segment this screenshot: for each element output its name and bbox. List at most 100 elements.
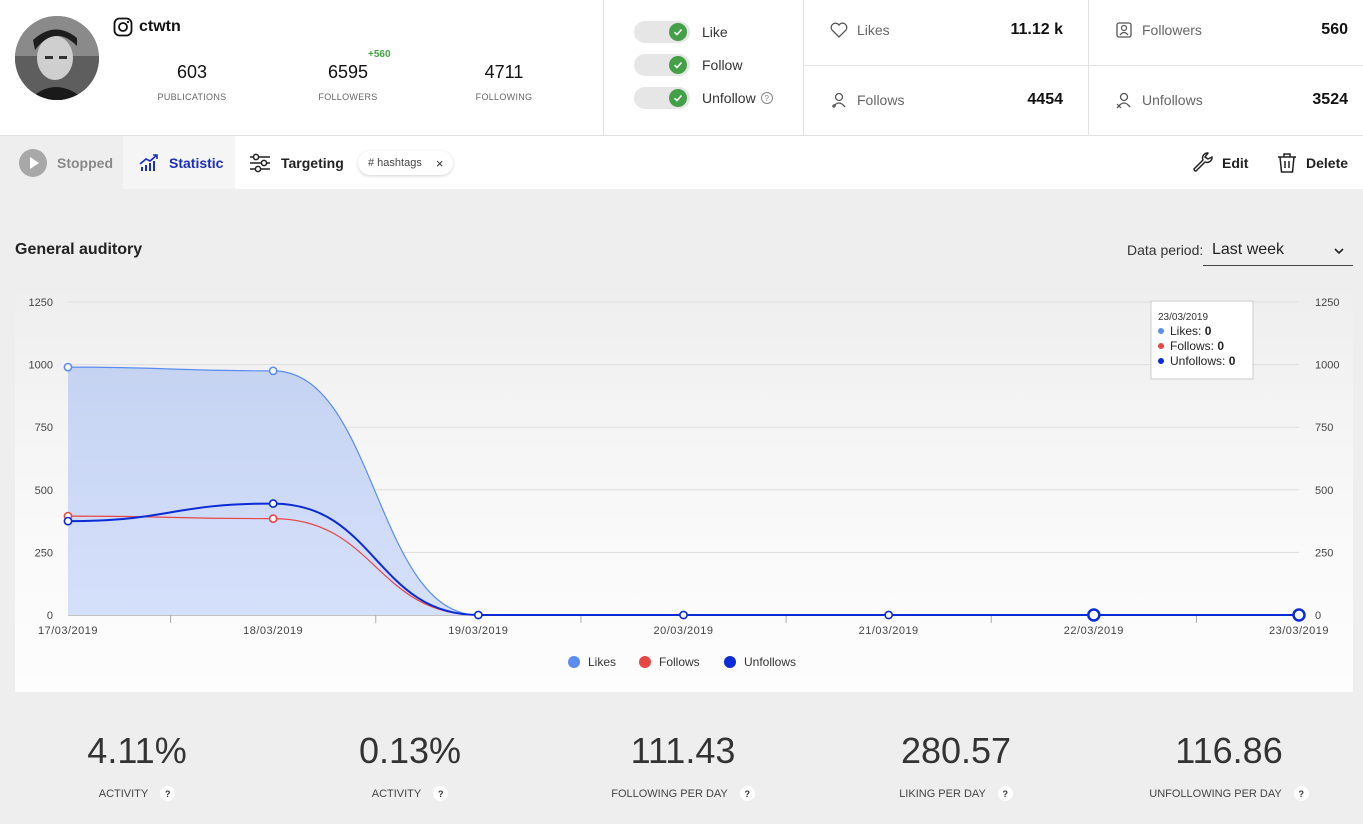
like-toggle[interactable] [634,21,690,43]
toggle-label: Unfollow [702,90,756,106]
toggle-follow[interactable]: Follow [634,53,742,77]
chart-card: 0 0 250 250 500 500 750 750 1000 1000 1250 1250 17/0… [15,280,1353,692]
legend-label: Likes [588,655,616,669]
follow-toggle[interactable] [634,54,690,76]
kpi-value: 4.11% [87,730,187,771]
unfollows-point [1292,608,1306,622]
toolbar: Stopped Statistic Targeting [0,136,1363,189]
unfollows-point [473,610,483,620]
data-period-select[interactable]: Last week [1203,234,1353,266]
y-tick-label-left: 750 [35,422,53,434]
metric-followers: Followers 560 [1114,10,1348,50]
unfollows-point [63,516,73,526]
kpi-activity-1: 4.11% Activity? [17,730,257,801]
tooltip-dot [1158,358,1164,364]
kpi-unfollowing-per-day: 116.86 Unfollowing per day? [1109,730,1349,801]
stat-value: 603 [176,62,208,82]
kpi-value: 111.43 [630,730,736,771]
metric-unfollows: Unfollows 3524 [1114,80,1348,120]
profile-header: ctwtn 603 Publications +560 6595 Followe… [0,0,1363,136]
kpi-label: Activity [371,787,422,800]
metric-value: 4454 [1027,91,1063,108]
tab-label: Statistic [169,154,224,171]
help-icon[interactable]: ? [760,92,773,104]
user-add-icon [829,90,849,110]
followers-badge-icon [1114,20,1134,40]
unfollow-toggle[interactable] [634,87,690,109]
stat-value: 4711 [484,62,524,82]
likes-area [68,367,1299,615]
kpi-liking-per-day: 280.57 Liking per day? [836,730,1076,801]
help-icon[interactable]: ? [739,786,755,801]
y-tick-label-right: 250 [1315,547,1333,559]
stopped-button[interactable]: Stopped [0,136,123,189]
x-tick-label: 21/03/2019 [859,625,919,637]
username-text: ctwtn [139,18,181,35]
sliders-icon [249,153,271,173]
followers-delta: +560 [368,49,391,60]
y-tick-label-left: 500 [35,485,53,497]
stat-following: 4711 Following [434,62,574,102]
unfollows-point [268,499,278,508]
unfollows-point [1087,608,1101,622]
edit-label: Edit [1222,154,1249,171]
stat-value: 6595 [327,62,369,82]
kpi-following-per-day: 111.43 Following per day? [563,730,803,801]
x-tick-label: 18/03/2019 [243,625,303,637]
kpi-value: 0.13% [358,730,462,771]
unfollows-point [884,610,894,620]
section-title: General auditory [15,241,143,258]
stat-followers: 6595 Followers [278,62,418,102]
metric-value: 3524 [1312,91,1348,108]
help-icon[interactable]: ? [997,786,1013,801]
tab-label: Targeting [281,154,344,171]
username: ctwtn [113,16,181,38]
delete-button[interactable]: Delete [1276,136,1348,189]
kpi-label: Activity [98,787,149,800]
chip-label: # hashtags [368,157,422,169]
chart-trend-icon [139,153,159,172]
toggle-label: Follow [702,57,743,73]
toggle-like[interactable]: Like [634,20,728,44]
y-tick-label-right: 1000 [1315,360,1339,372]
tooltip-dot [1158,343,1164,349]
delete-label: Delete [1306,154,1349,171]
legend-dot [568,656,580,668]
metric-follows: Follows 4454 [829,80,1063,120]
edit-button[interactable]: Edit [1192,136,1248,189]
tooltip-dot [1158,328,1164,334]
stat-label: Following [475,92,533,102]
play-icon [19,148,47,177]
hashtags-chip[interactable]: # hashtags × [358,151,454,175]
x-tick-label: 22/03/2019 [1064,625,1124,637]
y-tick-label-left: 1000 [29,360,53,372]
trash-icon [1276,152,1298,174]
metric-value: 560 [1321,21,1348,38]
avatar[interactable] [15,16,99,100]
metric-likes: Likes 11.12 k [829,10,1063,50]
toggle-unfollow[interactable]: Unfollow ? [634,86,773,110]
likes-point [63,362,73,372]
close-icon[interactable]: × [435,155,444,171]
likes-point [268,366,278,376]
help-icon[interactable]: ? [160,786,176,801]
chevron-down-icon [1333,244,1345,262]
unfollows-point [679,610,688,620]
check-icon [669,23,687,41]
y-tick-label-left: 0 [47,610,53,622]
follows-point [268,514,278,523]
tab-targeting[interactable]: Targeting [235,136,353,189]
kpi-label: Following per day [611,787,728,800]
legend-dot [724,656,736,668]
x-tick-label: 23/03/2019 [1269,625,1329,637]
kpi-label: Liking per day [899,787,986,800]
help-icon[interactable]: ? [433,786,449,801]
wrench-icon [1192,151,1214,174]
tooltip-row: Likes: 0 [1170,324,1212,338]
x-tick-label: 17/03/2019 [38,625,98,637]
tab-statistic[interactable]: Statistic [123,136,235,189]
line-chart: 0 0 250 250 500 500 750 750 1000 1000 1250 1250 17/0… [29,297,1340,669]
metric-value: 11.12 k [1010,21,1064,38]
kpi-label: Unfollowing per day [1149,787,1282,800]
help-icon[interactable]: ? [1293,786,1309,801]
